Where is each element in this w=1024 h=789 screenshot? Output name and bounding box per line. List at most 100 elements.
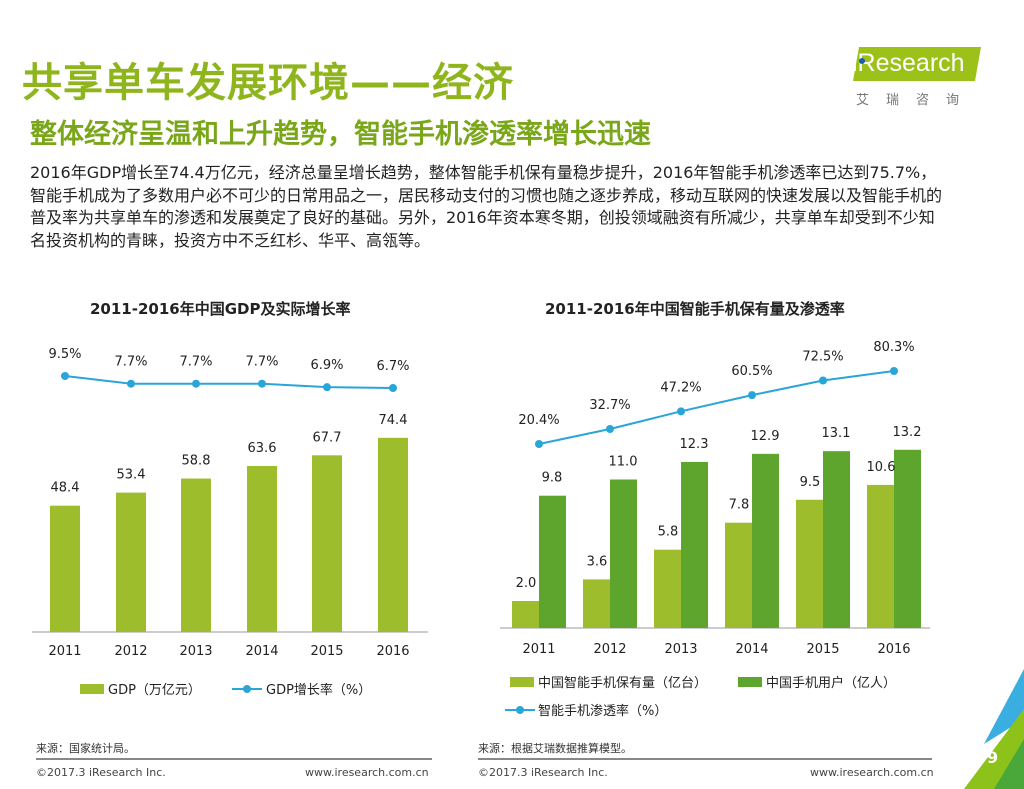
x-tick-label: 2011 xyxy=(48,644,81,659)
copyright: ©2017.3 iResearch Inc. xyxy=(478,766,608,779)
point-label: 20.4% xyxy=(518,413,559,428)
bar-label: 5.8 xyxy=(658,525,679,540)
x-tick-label: 2014 xyxy=(735,642,768,657)
divider xyxy=(478,758,932,760)
legend-marker xyxy=(516,706,524,714)
chart2-source: 来源：根据艾瑞数据推算模型。 xyxy=(478,742,632,755)
bar-label: 12.9 xyxy=(751,429,780,444)
point-penetration xyxy=(890,367,898,375)
bar-label: 11.0 xyxy=(609,455,638,470)
bar-label: 7.8 xyxy=(729,498,750,513)
legend-swatch-users xyxy=(738,677,762,687)
x-tick-label: 2015 xyxy=(806,642,839,657)
bar-label: 12.3 xyxy=(680,437,709,452)
point-penetration xyxy=(748,391,756,400)
bar-label: 53.4 xyxy=(117,468,146,483)
bar-label: 74.4 xyxy=(379,413,408,428)
bar-gdp xyxy=(116,492,146,632)
bar-mobile-users xyxy=(823,451,850,628)
point-penetration xyxy=(606,425,614,434)
x-tick-label: 2012 xyxy=(114,644,147,659)
point-gdp-growth xyxy=(389,384,397,392)
iresearch-logo: iResearch 艾瑞咨询 xyxy=(838,44,981,114)
point-gdp-growth xyxy=(192,379,200,388)
bar-label: 13.2 xyxy=(893,425,922,440)
page-number: 9 xyxy=(987,748,999,767)
point-gdp-growth xyxy=(258,379,266,388)
bar-smartphone-count xyxy=(583,579,610,628)
legend-swatch-smartphone xyxy=(510,677,534,687)
bar-label: 2.0 xyxy=(516,576,537,591)
point-gdp-growth xyxy=(323,383,331,392)
point-penetration xyxy=(677,407,685,416)
x-tick-label: 2012 xyxy=(593,642,626,657)
x-tick-label: 2016 xyxy=(376,644,409,659)
point-label: 6.7% xyxy=(376,359,409,374)
point-label: 9.5% xyxy=(48,347,81,362)
bar-label: 67.7 xyxy=(313,430,342,445)
bar-label: 9.5 xyxy=(800,475,821,490)
point-label: 72.5% xyxy=(802,350,843,365)
point-penetration xyxy=(819,376,827,385)
point-label: 7.7% xyxy=(114,355,147,370)
chart1-source: 来源：国家统计局。 xyxy=(36,742,135,755)
legend-label: GDP（万亿元） xyxy=(108,683,201,698)
bar-smartphone-count xyxy=(725,522,752,628)
summary-paragraph: 2016年GDP增长至74.4万亿元，经济总量呈增长趋势，整体智能手机保有量稳步… xyxy=(30,163,943,250)
bar-label: 63.6 xyxy=(248,441,277,456)
bar-mobile-users xyxy=(894,449,921,628)
page-title: 共享单车发展环境——经济 xyxy=(22,60,514,106)
bar-gdp xyxy=(181,478,211,632)
bar-smartphone-count xyxy=(654,549,681,628)
legend-swatch-gdp xyxy=(80,684,104,694)
legend-label: 智能手机渗透率（%） xyxy=(538,703,667,719)
point-label: 7.7% xyxy=(179,355,212,370)
bar-label: 9.8 xyxy=(542,471,563,486)
x-tick-label: 2015 xyxy=(310,644,343,659)
page-subtitle: 整体经济呈温和上升趋势，智能手机渗透率增长迅速 xyxy=(30,119,651,150)
corner-decoration xyxy=(964,669,1024,789)
legend-marker xyxy=(243,685,251,693)
legend-label: 中国手机用户（亿人） xyxy=(766,675,896,691)
x-tick-label: 2013 xyxy=(179,644,212,659)
x-tick-label: 2016 xyxy=(877,642,910,657)
point-penetration xyxy=(535,440,543,448)
bar-mobile-users xyxy=(681,461,708,628)
point-gdp-growth xyxy=(61,372,69,380)
point-label: 47.2% xyxy=(660,380,701,395)
website: www.iresearch.com.cn xyxy=(305,766,429,779)
point-label: 6.9% xyxy=(310,358,343,373)
bar-smartphone-count xyxy=(867,484,894,628)
bar-mobile-users xyxy=(752,453,779,628)
chart1-title: 2011-2016年中国GDP及实际增长率 xyxy=(90,300,351,318)
point-label: 80.3% xyxy=(873,340,914,355)
bar-gdp xyxy=(378,437,408,632)
point-gdp-growth xyxy=(127,379,135,388)
point-label: 7.7% xyxy=(245,355,278,370)
bar-label: 3.6 xyxy=(587,554,608,569)
bar-mobile-users xyxy=(610,479,637,628)
bar-gdp xyxy=(247,466,277,632)
line-penetration xyxy=(538,370,895,445)
x-tick-label: 2011 xyxy=(522,642,555,657)
bar-label: 13.1 xyxy=(822,426,851,441)
point-label: 32.7% xyxy=(589,398,630,413)
legend-label: GDP增长率（%） xyxy=(266,682,371,698)
copyright: ©2017.3 iResearch Inc. xyxy=(36,766,166,779)
x-tick-label: 2014 xyxy=(245,644,278,659)
bar-label: 48.4 xyxy=(51,481,80,496)
divider xyxy=(36,758,432,760)
legend-label: 中国智能手机保有量（亿台） xyxy=(538,676,707,691)
line-gdp-growth xyxy=(64,375,394,389)
website: www.iresearch.com.cn xyxy=(810,766,934,779)
chart2-title: 2011-2016年中国智能手机保有量及渗透率 xyxy=(545,300,845,318)
point-label: 60.5% xyxy=(731,364,772,379)
bar-gdp xyxy=(312,455,342,632)
bar-label: 58.8 xyxy=(182,454,211,469)
bar-label: 10.6 xyxy=(867,460,896,475)
bar-gdp xyxy=(50,505,80,632)
x-tick-label: 2013 xyxy=(664,642,697,657)
bar-smartphone-count xyxy=(796,499,823,628)
